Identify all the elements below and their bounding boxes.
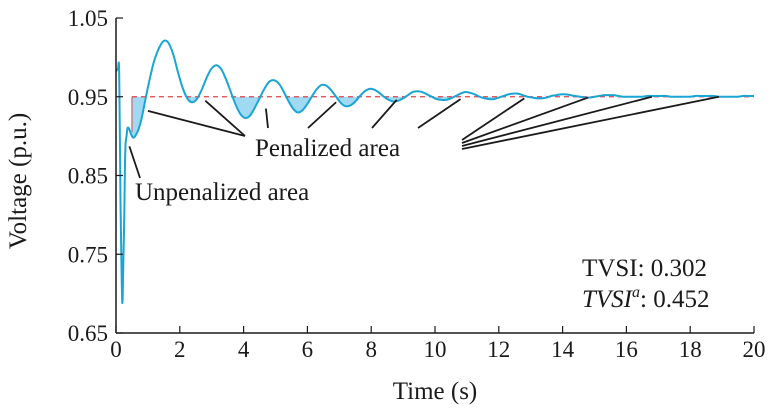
tvsi-a-label: TVSI bbox=[582, 286, 634, 313]
x-tick-label: 8 bbox=[365, 337, 377, 362]
y-tick-label: 0.95 bbox=[68, 85, 108, 110]
tvsi-label: TVSI bbox=[582, 255, 638, 282]
penalized-leader bbox=[371, 99, 398, 129]
tvsi-a-value: : 0.452 bbox=[640, 286, 709, 313]
penalized-leader bbox=[204, 100, 246, 137]
penalized-leader bbox=[307, 101, 337, 129]
x-tick-label: 6 bbox=[302, 337, 314, 362]
y-tick-label: 0.65 bbox=[68, 321, 108, 346]
unpenalized-leader bbox=[128, 146, 141, 179]
tvsi-a-readout: TVSIa: 0.452 bbox=[582, 284, 709, 313]
x-tick-label: 16 bbox=[615, 337, 638, 362]
tvsi-value: : 0.302 bbox=[638, 255, 707, 282]
y-tick-label: 0.75 bbox=[68, 242, 108, 267]
y-axis-label: Voltage (p.u.) bbox=[5, 113, 32, 249]
x-tick-label: 20 bbox=[743, 337, 766, 362]
voltage-series-line bbox=[115, 39, 754, 305]
x-tick-label: 12 bbox=[487, 337, 510, 362]
penalized-leader bbox=[461, 97, 525, 141]
x-axis-ticks: 0 2 4 6 8 10 12 14 16 18 20 bbox=[110, 326, 766, 362]
tvsi-readout: TVSI: 0.302 bbox=[582, 255, 707, 282]
annotation-leader-lines bbox=[128, 95, 720, 179]
tvsi-a-superscript: a bbox=[632, 284, 640, 301]
penalized-leader bbox=[417, 98, 462, 129]
x-axis-label: Time (s) bbox=[393, 378, 478, 405]
x-tick-label: 18 bbox=[679, 337, 702, 362]
penalized-leader bbox=[265, 108, 269, 129]
x-tick-label: 0 bbox=[110, 337, 122, 362]
x-tick-label: 2 bbox=[174, 337, 186, 362]
penalized-leader bbox=[147, 110, 246, 137]
penalized-leader bbox=[461, 95, 653, 147]
x-tick-label: 4 bbox=[238, 337, 250, 362]
y-tick-label: 0.85 bbox=[68, 164, 108, 189]
y-tick-label: 1.05 bbox=[68, 6, 108, 31]
unpenalized-area-label: Unpenalized area bbox=[135, 179, 309, 206]
x-tick-label: 10 bbox=[424, 337, 447, 362]
penalized-leader bbox=[461, 96, 589, 144]
penalized-leader bbox=[461, 95, 720, 150]
penalized-area-label: Penalized area bbox=[255, 135, 400, 162]
x-tick-label: 14 bbox=[551, 337, 575, 362]
y-axis-ticks: 0.65 0.75 0.85 0.95 1.05 bbox=[68, 6, 123, 346]
